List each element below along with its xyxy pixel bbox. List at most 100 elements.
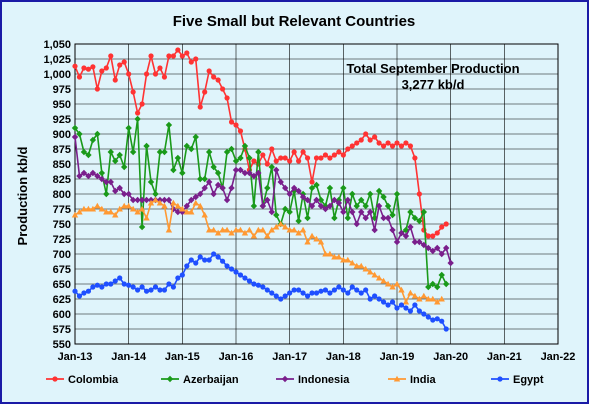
data-point-colombia xyxy=(139,101,145,107)
data-point-colombia xyxy=(193,56,199,62)
data-point-colombia xyxy=(278,155,284,161)
x-tick-label: Jan-21 xyxy=(487,351,522,363)
data-point-colombia xyxy=(215,77,221,83)
data-point-india xyxy=(205,226,213,233)
data-point-colombia xyxy=(385,140,391,146)
legend-label-egypt: Egypt xyxy=(513,374,544,386)
data-point-egypt xyxy=(81,290,87,296)
data-point-colombia xyxy=(126,71,132,77)
data-point-egypt xyxy=(380,299,387,305)
y-tick-label: 875 xyxy=(53,144,71,156)
data-point-azerbaijan xyxy=(112,157,119,165)
data-point-colombia xyxy=(112,77,118,83)
y-tick-label: 800 xyxy=(53,189,71,201)
data-point-azerbaijan xyxy=(393,190,401,198)
data-point-colombia xyxy=(340,152,346,158)
data-point-indonesia xyxy=(94,172,101,180)
legend: Colombia Azerbaijan Indonesia India Egypt xyxy=(46,374,544,386)
data-point-colombia xyxy=(161,74,168,80)
data-point-indonesia xyxy=(299,193,307,201)
data-point-indonesia xyxy=(255,169,262,177)
data-point-india xyxy=(250,232,258,239)
data-point-india xyxy=(197,202,204,209)
data-point-colombia xyxy=(439,224,445,230)
data-point-indonesia xyxy=(442,244,450,252)
data-point-colombia xyxy=(202,89,208,95)
data-point-azerbaijan xyxy=(411,214,419,222)
data-point-azerbaijan xyxy=(362,202,369,210)
data-point-azerbaijan xyxy=(197,175,204,183)
y-tick-label: 1,025 xyxy=(43,54,71,66)
data-point-colombia xyxy=(287,158,293,164)
data-point-azerbaijan xyxy=(147,178,155,186)
data-point-colombia xyxy=(148,53,154,59)
data-point-indonesia xyxy=(425,244,432,252)
data-point-azerbaijan xyxy=(152,190,159,198)
data-point-indonesia xyxy=(192,193,199,201)
data-point-india xyxy=(116,205,123,212)
data-point-azerbaijan xyxy=(429,280,436,288)
data-point-indonesia xyxy=(80,169,88,177)
y-tick-label: 575 xyxy=(53,324,71,336)
data-point-colombia xyxy=(179,53,185,59)
data-point-egypt xyxy=(246,278,253,284)
data-point-india xyxy=(80,205,88,212)
data-point-azerbaijan xyxy=(442,280,450,288)
data-point-egypt xyxy=(99,284,105,290)
data-point-india xyxy=(147,199,155,206)
x-tick-label: Jan-14 xyxy=(111,351,147,363)
annotation-line-2: 3,277 kb/d xyxy=(402,77,465,92)
data-point-egypt xyxy=(358,290,364,296)
data-point-azerbaijan xyxy=(407,208,414,216)
data-point-egypt xyxy=(143,288,150,294)
data-point-egypt xyxy=(412,302,418,308)
data-point-colombia xyxy=(108,53,114,59)
data-point-india xyxy=(125,202,132,209)
data-point-india xyxy=(120,202,128,209)
y-tick-label: 625 xyxy=(53,294,71,306)
data-point-azerbaijan xyxy=(420,208,428,216)
data-point-indonesia xyxy=(71,133,79,141)
data-point-india xyxy=(375,274,383,281)
data-point-india xyxy=(362,265,369,272)
data-point-indonesia xyxy=(393,238,401,246)
data-point-azerbaijan xyxy=(313,181,320,189)
data-point-india xyxy=(241,229,249,236)
data-point-indonesia xyxy=(223,196,231,204)
data-point-india xyxy=(143,214,150,221)
data-point-azerbaijan xyxy=(125,124,132,132)
data-point-azerbaijan xyxy=(76,130,83,138)
data-point-indonesia xyxy=(434,244,441,252)
data-point-egypt xyxy=(336,284,342,290)
data-point-egypt xyxy=(349,284,355,290)
data-point-azerbaijan xyxy=(71,124,79,132)
data-point-egypt xyxy=(278,296,284,302)
chart-title: Five Small but Relevant Countries xyxy=(173,13,416,30)
data-point-india xyxy=(210,226,217,233)
data-point-indonesia xyxy=(201,184,208,192)
data-point-indonesia xyxy=(89,169,97,177)
data-point-india xyxy=(103,208,110,215)
data-point-indonesia xyxy=(416,238,423,246)
data-point-indonesia xyxy=(170,205,177,213)
data-point-azerbaijan xyxy=(268,163,275,171)
data-point-azerbaijan xyxy=(250,202,258,210)
data-point-india xyxy=(353,262,360,269)
data-point-indonesia xyxy=(174,208,182,216)
legend-marker-indonesia xyxy=(281,375,289,383)
data-point-egypt xyxy=(376,296,382,302)
data-point-azerbaijan xyxy=(89,136,97,144)
data-point-india xyxy=(264,232,271,239)
data-point-indonesia xyxy=(246,169,253,177)
x-tick-label: Jan-19 xyxy=(380,351,415,363)
data-point-egypt xyxy=(425,314,431,320)
data-point-india xyxy=(107,208,114,215)
data-point-colombia xyxy=(416,191,422,197)
data-point-egypt xyxy=(398,302,405,308)
data-point-indonesia xyxy=(183,202,191,210)
data-point-azerbaijan xyxy=(326,184,334,192)
data-point-indonesia xyxy=(313,196,320,204)
data-point-colombia xyxy=(331,152,337,158)
data-point-colombia xyxy=(233,122,239,128)
